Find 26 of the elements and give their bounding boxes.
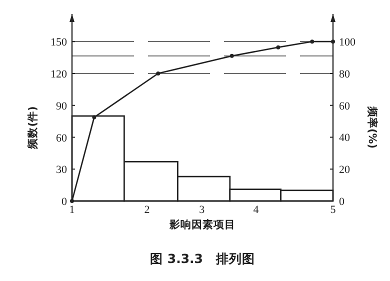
y2-axis-title: 频率(%) — [366, 105, 379, 149]
point — [310, 40, 314, 44]
y-tick-label: 0 — [62, 196, 68, 208]
y2-tick-label: 100 — [339, 36, 356, 49]
y2-tick-label: 80 — [339, 68, 350, 80]
point — [92, 115, 96, 120]
y-tick-label: 90 — [56, 100, 68, 112]
y2-tick-label: 60 — [339, 100, 350, 112]
text: 图 3.3.3 排列图 — [150, 251, 255, 266]
x-tick-label: 1 — [69, 204, 75, 216]
y-tick-label: 30 — [56, 164, 68, 176]
point — [156, 71, 160, 76]
y2-tick-label: 0 — [339, 196, 345, 208]
y-tick-label: 150 — [50, 36, 68, 49]
y2-tick-label: 40 — [339, 132, 350, 144]
y2-tick-label: 20 — [339, 164, 350, 176]
point — [276, 45, 280, 50]
x-axis-title: 影响因素项目 — [168, 218, 236, 231]
x-tick-label: 5 — [330, 204, 336, 216]
y-tick-label: 120 — [50, 68, 68, 80]
y-axis-title: 频数(件) — [26, 106, 39, 150]
x-tick-label: 4 — [253, 204, 260, 216]
point — [230, 54, 234, 58]
y-tick-label: 60 — [56, 132, 68, 144]
x-tick-label: 3 — [199, 204, 206, 216]
x-tick-label: 2 — [144, 204, 150, 216]
